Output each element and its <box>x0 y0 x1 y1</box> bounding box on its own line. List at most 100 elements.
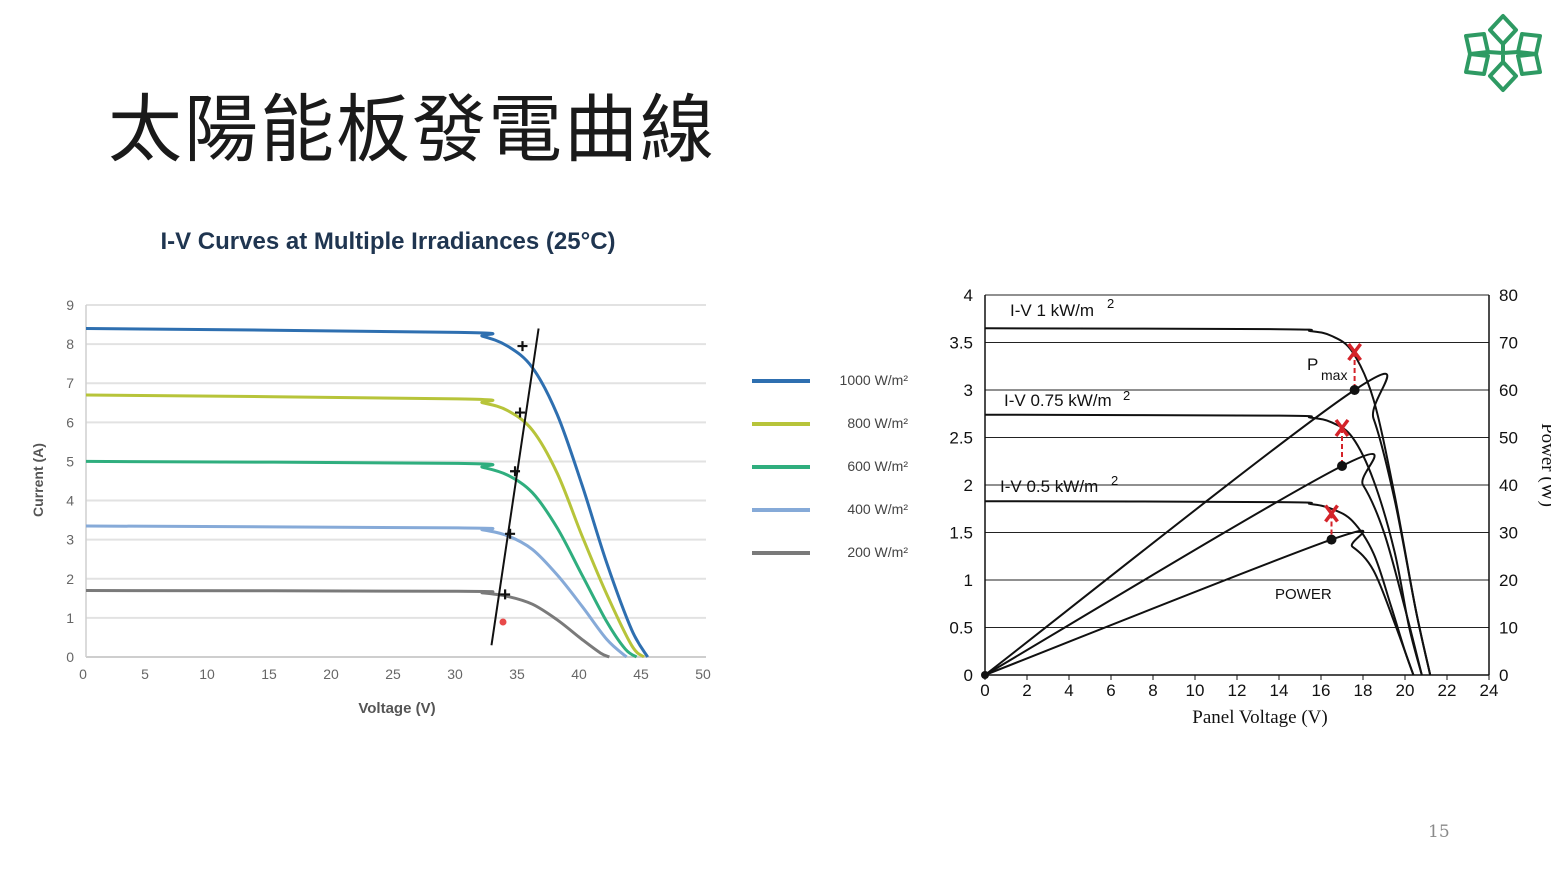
x-tick-labels: 0 2 4 6 8 10 12 14 16 18 20 22 24 <box>980 675 1498 700</box>
y-tick-label: 1 <box>66 610 74 626</box>
mpp-point <box>517 341 528 352</box>
y-tick-label: 2.5 <box>949 429 973 448</box>
legend-label: 400 W/m² <box>847 501 908 517</box>
mpp-point <box>510 466 521 477</box>
x-axis-label: Panel Voltage (V) <box>1192 707 1327 728</box>
y-tick-label: 3 <box>964 381 973 400</box>
iv-curves-chart: I-V Curves at Multiple Irradiances (25°C… <box>30 228 908 717</box>
y-tick-label: 7 <box>66 375 74 391</box>
legend: 1000 W/m² 800 W/m² 600 W/m² 400 W/m² 200 W/m… <box>752 372 908 560</box>
x-tick-label: 25 <box>385 666 401 682</box>
mpp-line-group <box>490 328 540 646</box>
x-tick-label: 4 <box>1064 681 1073 700</box>
annotation-max: max <box>1321 367 1347 383</box>
annotation-iv-1kw: I-V 1 kW/m <box>1010 301 1094 320</box>
iv-curve <box>984 500 1415 676</box>
x-tick-label: 8 <box>1148 681 1157 700</box>
x-tick-label: 40 <box>571 666 587 682</box>
y-tick-labels: 0 1 2 3 4 5 6 7 8 9 <box>66 297 74 665</box>
x-tick-label: 18 <box>1354 681 1373 700</box>
x-tick-label: 45 <box>633 666 649 682</box>
chart-title: I-V Curves at Multiple Irradiances (25°C… <box>160 228 615 255</box>
y-gridlines <box>85 304 706 658</box>
y-tick-labels: 0 0.5 1 1.5 2 2.5 3 3.5 4 <box>949 286 973 685</box>
x-axis-label: Voltage (V) <box>358 700 435 717</box>
origin-dot <box>981 671 989 679</box>
y-tick-label: 0 <box>66 649 74 665</box>
power-curve <box>984 453 1423 676</box>
x-tick-label: 20 <box>1396 681 1415 700</box>
annotation-iv-075kw-sup: 2 <box>1123 388 1130 403</box>
annotations: I-V 1 kW/m 2 I-V 0.75 kW/m 2 I-V 0.5 kW/… <box>1000 296 1347 603</box>
pmax-x-marker <box>1334 418 1350 438</box>
y2-tick-labels: 0 10 20 30 40 50 60 70 80 <box>1499 286 1518 685</box>
legend-label: 800 W/m² <box>847 415 908 431</box>
x-tick-label: 22 <box>1438 681 1457 700</box>
y2-tick-label: 40 <box>1499 476 1518 495</box>
y-tick-label: 3 <box>66 532 74 548</box>
y-tick-label: 2 <box>66 571 74 587</box>
legend-label: 1000 W/m² <box>840 372 909 388</box>
y-tick-label: 9 <box>66 297 74 313</box>
y2-tick-label: 10 <box>1499 619 1518 638</box>
iv-power-chart: 0 0.5 1 1.5 2 2.5 3 3.5 4 0 10 20 30 40 50 60 70 80 0 2 4 6… <box>949 286 1551 728</box>
mpp-point <box>505 528 516 539</box>
x-tick-label: 2 <box>1022 681 1031 700</box>
red-dot-marker <box>499 618 507 626</box>
y-tick-label: 6 <box>66 414 74 430</box>
pmax-x-marker <box>1347 342 1362 362</box>
y2-tick-label: 60 <box>1499 381 1518 400</box>
annotation-iv-075kw: I-V 0.75 kW/m <box>1004 391 1112 410</box>
x-tick-label: 20 <box>323 666 339 682</box>
y2-tick-label: 30 <box>1499 524 1518 543</box>
y-tick-label: 8 <box>66 336 74 352</box>
x-tick-label: 6 <box>1106 681 1115 700</box>
y-tick-label: 0.5 <box>949 619 973 638</box>
y2-tick-label: 50 <box>1499 429 1518 448</box>
annotation-power: POWER <box>1275 586 1332 603</box>
y-tick-label: 2 <box>964 476 973 495</box>
series-line <box>85 327 649 658</box>
x-tick-label: 14 <box>1270 681 1289 700</box>
power-peak-dot <box>1349 385 1360 395</box>
annotation-iv-05kw-sup: 2 <box>1111 473 1118 488</box>
y-tick-label: 4 <box>66 493 74 509</box>
x-tick-label: 50 <box>695 666 711 682</box>
x-tick-label: 5 <box>141 666 149 682</box>
x-tick-label: 0 <box>79 666 87 682</box>
power-peak-dot <box>1326 534 1337 545</box>
x-tick-label: 12 <box>1228 681 1247 700</box>
legend-label: 600 W/m² <box>847 458 908 474</box>
mpp-line <box>490 328 540 646</box>
x-tick-label: 16 <box>1312 681 1331 700</box>
x-tick-label: 15 <box>261 666 277 682</box>
y2-tick-label: 80 <box>1499 286 1518 305</box>
y-tick-label: 3.5 <box>949 334 973 353</box>
y2-tick-label: 70 <box>1499 334 1518 353</box>
snowflake-logo-icon <box>1464 14 1542 92</box>
x-tick-labels: 0 5 10 15 20 25 30 35 40 45 50 <box>79 666 711 682</box>
pmax-markers <box>981 342 1362 679</box>
y2-axis-label: Power (W) <box>1537 423 1551 507</box>
power-peak-dot <box>1337 461 1347 471</box>
annotation-iv-1kw-sup: 2 <box>1107 296 1114 311</box>
y-tick-label: 1 <box>964 571 973 590</box>
y-tick-label: 4 <box>964 286 973 305</box>
series-lines <box>85 327 649 659</box>
slide-title: 太陽能板發電曲線 <box>108 87 716 173</box>
power-curve <box>984 529 1415 676</box>
x-tick-label: 35 <box>509 666 525 682</box>
annotation-iv-05kw: I-V 0.5 kW/m <box>1000 477 1098 496</box>
y-tick-label: 5 <box>66 453 74 469</box>
y2-tick-label: 0 <box>1499 666 1508 685</box>
x-tick-label: 10 <box>199 666 215 682</box>
legend-label: 200 W/m² <box>847 544 908 560</box>
pmax-x-marker <box>1324 504 1339 523</box>
y-tick-label: 0 <box>964 666 973 685</box>
annotation-p: P <box>1307 355 1318 374</box>
power-curve <box>984 372 1432 676</box>
x-tick-label: 10 <box>1186 681 1205 700</box>
x-tick-label: 0 <box>980 681 989 700</box>
x-tick-label: 30 <box>447 666 463 682</box>
y-tick-label: 1.5 <box>949 524 973 543</box>
